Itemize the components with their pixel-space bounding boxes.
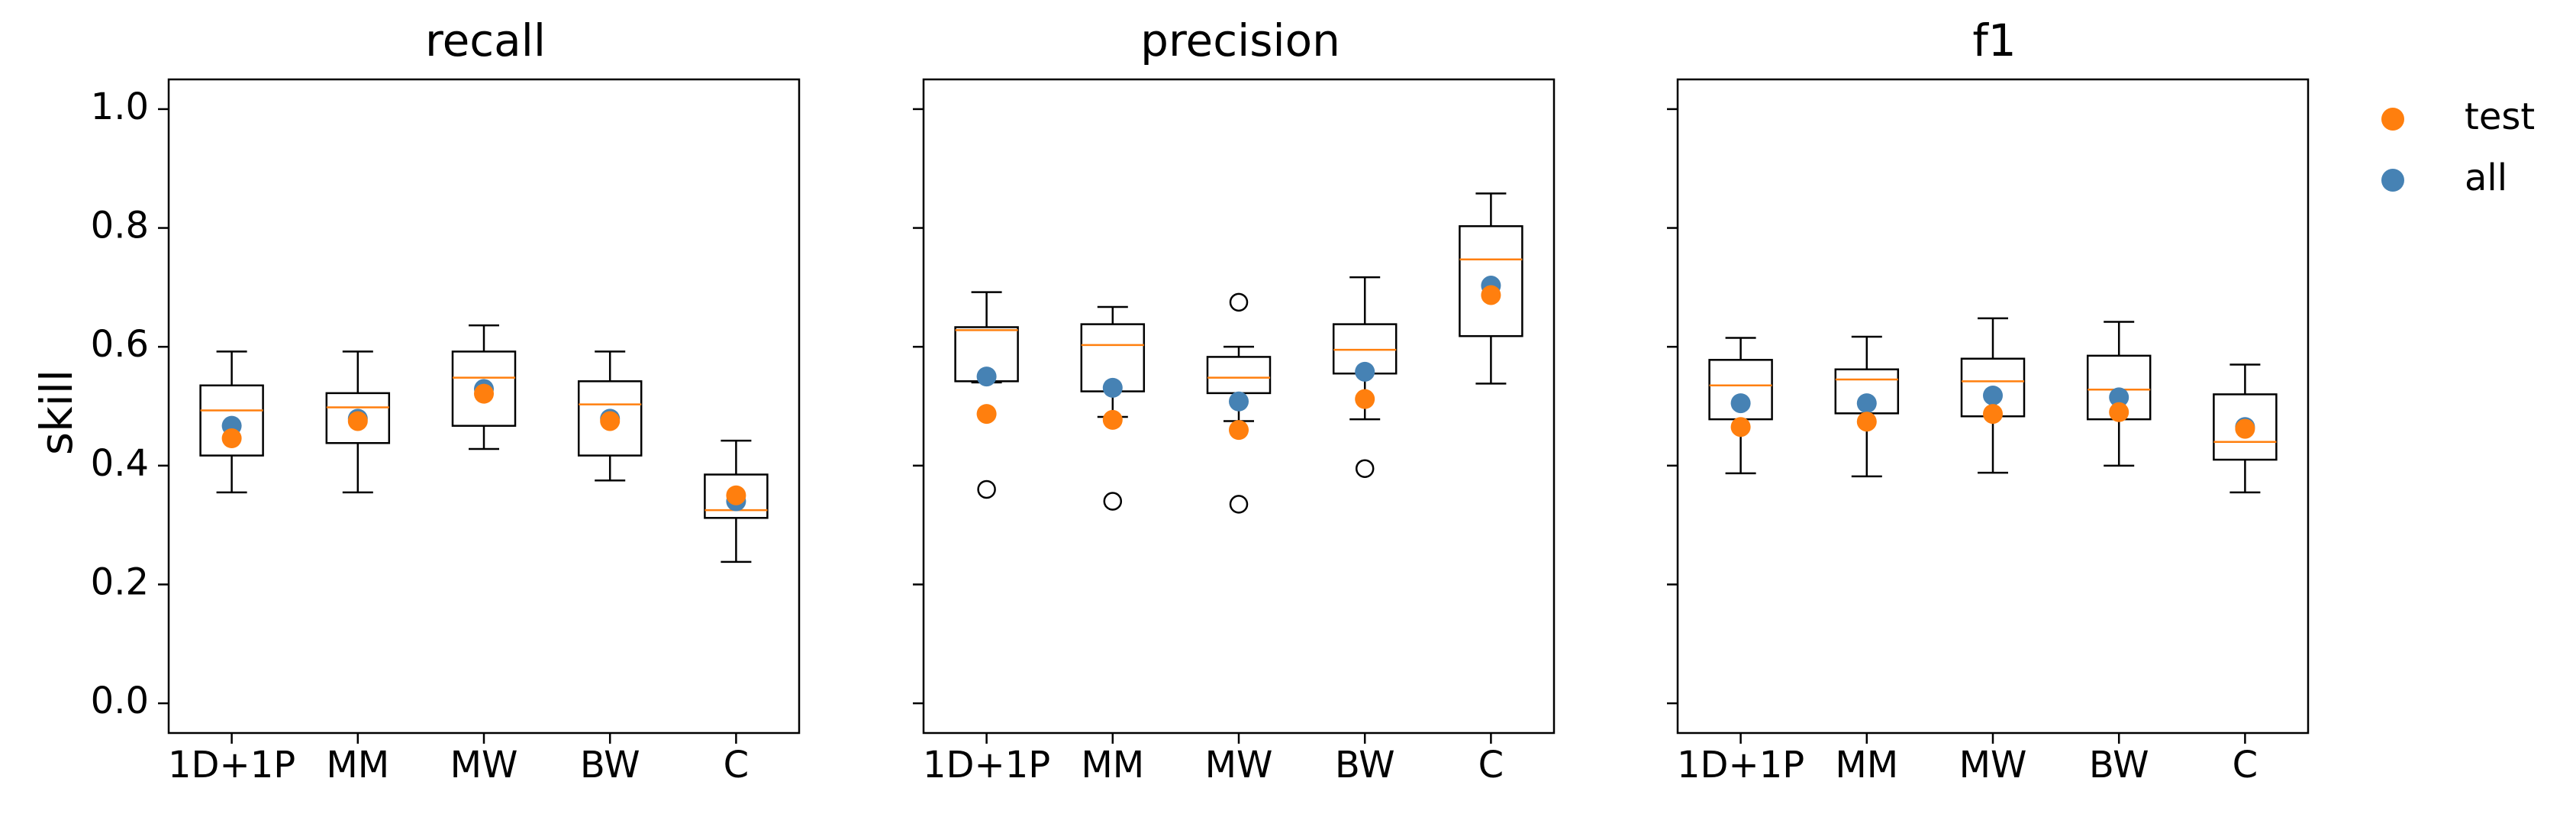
- x-tick-label: MW: [450, 744, 518, 786]
- test-marker: [2235, 418, 2255, 439]
- box-recall-mw: MW: [450, 324, 518, 786]
- box-f1-mw: MW: [1959, 317, 2027, 786]
- box-recall-1d1p: 1D+1P: [168, 350, 295, 786]
- test-marker: [1983, 404, 2003, 425]
- panel-recall: recall 0.0 0.2 0.4 0.6 0.8 1.0 1D+1P MM MW BW C: [91, 15, 801, 786]
- outlier-point: [1355, 459, 1375, 478]
- box-recall-bw: BW: [577, 350, 643, 786]
- box-iqr: [1459, 224, 1523, 337]
- y-tick-label: 0.8: [91, 205, 149, 247]
- box-iqr: [2213, 393, 2278, 461]
- legend: test all: [2381, 95, 2535, 199]
- panel-title-f1: f1: [1972, 15, 2016, 66]
- x-tick-label: MM: [326, 744, 389, 786]
- all-marker: [1355, 361, 1375, 382]
- y-tick-label: 0.4: [91, 442, 149, 485]
- box-precision-bw: BW: [1332, 276, 1398, 786]
- x-tick-label: 1D+1P: [168, 744, 295, 786]
- box-precision-mw: MW: [1205, 292, 1273, 786]
- test-marker: [2109, 402, 2129, 422]
- outlier-point: [1103, 492, 1123, 511]
- y-tick-label: 0.0: [91, 680, 149, 722]
- test-marker: [1102, 409, 1123, 430]
- box-precision-mm: MM: [1080, 305, 1146, 786]
- x-tick-label: BW: [2089, 744, 2149, 786]
- x-tick-label: BW: [1335, 744, 1395, 786]
- x-tick-label: MM: [1081, 744, 1144, 786]
- y-tick-label: 0.6: [91, 323, 149, 366]
- box-f1-mm: MM: [1834, 335, 1900, 786]
- x-tick-label: 1D+1P: [1677, 744, 1804, 786]
- test-marker: [1481, 285, 1501, 305]
- legend-marker-test: [2381, 108, 2404, 131]
- test-marker: [474, 383, 494, 404]
- box-recall-mm: MM: [325, 350, 391, 786]
- y-axis-label: skill: [31, 370, 82, 455]
- test-marker: [600, 411, 621, 431]
- x-tick-label: C: [1478, 744, 1504, 786]
- x-tick-label: C: [2233, 744, 2258, 786]
- test-marker: [1355, 389, 1375, 409]
- box-iqr: [577, 380, 643, 457]
- box-f1-c: C: [2213, 363, 2278, 786]
- all-marker: [1102, 377, 1123, 398]
- test-marker: [347, 411, 368, 431]
- test-marker: [1229, 420, 1249, 441]
- all-marker: [2109, 387, 2129, 408]
- all-marker: [1983, 385, 2003, 405]
- y-tick-label: 0.2: [91, 560, 149, 603]
- legend-label-test: test: [2465, 95, 2535, 138]
- all-marker: [976, 367, 997, 387]
- panel-precision: precision 1D+1P MM MW BW C: [913, 15, 1556, 786]
- test-marker: [1730, 417, 1751, 438]
- outlier-point: [1229, 495, 1249, 514]
- panel-title-precision: precision: [1140, 15, 1340, 66]
- box-recall-c: C: [704, 439, 769, 786]
- x-tick-label: BW: [580, 744, 640, 786]
- panel-f1: f1 1D+1P MM MW BW C: [1667, 15, 2310, 786]
- test-marker: [1856, 412, 1877, 432]
- outlier-point: [1229, 292, 1249, 312]
- box-f1-1d1p: 1D+1P: [1677, 337, 1804, 786]
- legend-label-all: all: [2465, 157, 2507, 199]
- box-precision-c: C: [1459, 192, 1523, 786]
- test-marker: [221, 428, 242, 449]
- x-tick-label: C: [724, 744, 750, 786]
- panel-title-recall: recall: [425, 15, 546, 66]
- box-precision-1d1p: 1D+1P: [923, 291, 1050, 786]
- box-iqr: [451, 350, 517, 427]
- x-tick-label: MW: [1959, 744, 2027, 786]
- x-tick-label: MW: [1205, 744, 1273, 786]
- box-iqr: [325, 392, 391, 444]
- test-marker: [726, 485, 746, 505]
- legend-marker-all: [2381, 169, 2404, 192]
- box-iqr: [704, 473, 769, 519]
- all-marker: [1730, 393, 1751, 414]
- x-tick-label: MM: [1835, 744, 1898, 786]
- all-marker: [1856, 393, 1877, 414]
- y-tick-label: 1.0: [91, 86, 149, 128]
- box-f1-bw: BW: [2086, 321, 2152, 786]
- x-tick-label: 1D+1P: [923, 744, 1050, 786]
- box-iqr: [199, 384, 264, 457]
- all-marker: [1229, 391, 1249, 412]
- outlier-point: [977, 480, 996, 499]
- test-marker: [976, 404, 997, 425]
